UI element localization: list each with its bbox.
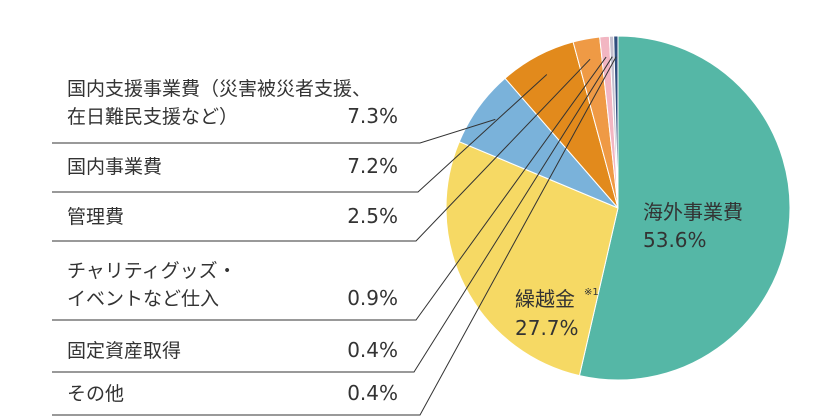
legend-label: 管理費	[67, 206, 124, 228]
pie-slice	[445, 141, 619, 377]
leader-line	[52, 58, 591, 242]
legend-label: 固定資産取得	[67, 340, 181, 362]
legend-label: その他	[67, 383, 124, 405]
legend-percent: 2.5%	[347, 204, 398, 228]
footnote-mark: ※1	[584, 287, 599, 298]
legend-percent: 7.2%	[347, 154, 398, 178]
slice-label-carryover: 繰越金	[515, 287, 575, 311]
leader-line	[52, 56, 617, 416]
slice-percent-overseas: 53.6%	[643, 228, 707, 252]
pie-slice	[578, 35, 791, 381]
leader-line	[52, 56, 613, 373]
leader-lines	[52, 56, 617, 416]
legend-label: イベントなど仕入	[67, 288, 219, 310]
leader-line	[52, 74, 548, 193]
legend-percent: 0.9%	[347, 286, 398, 310]
legend-label: チャリティグッズ・	[67, 260, 237, 282]
legend-label: 在日難民支援など）	[67, 106, 238, 128]
inner-labels: 海外事業費 53.6% 繰越金 ※1 27.7%	[515, 200, 743, 340]
leader-line	[52, 56, 607, 321]
legend-label: 国内事業費	[67, 156, 162, 178]
pie-slices	[445, 35, 791, 381]
legend-percent: 7.3%	[347, 104, 398, 128]
legend-label: 国内支援事業費（災害被災者支援、	[67, 78, 371, 100]
slice-label-overseas: 海外事業費	[643, 200, 743, 224]
legend-percent: 0.4%	[347, 338, 398, 362]
legend-percent: 0.4%	[347, 381, 398, 405]
pie-slice	[613, 35, 619, 209]
legend-rows: 国内支援事業費（災害被災者支援、在日難民支援など） 7.3% 国内事業費 7.2% 管理…	[67, 78, 398, 405]
leader-line	[52, 118, 496, 144]
slice-percent-carryover: 27.7%	[515, 316, 579, 340]
